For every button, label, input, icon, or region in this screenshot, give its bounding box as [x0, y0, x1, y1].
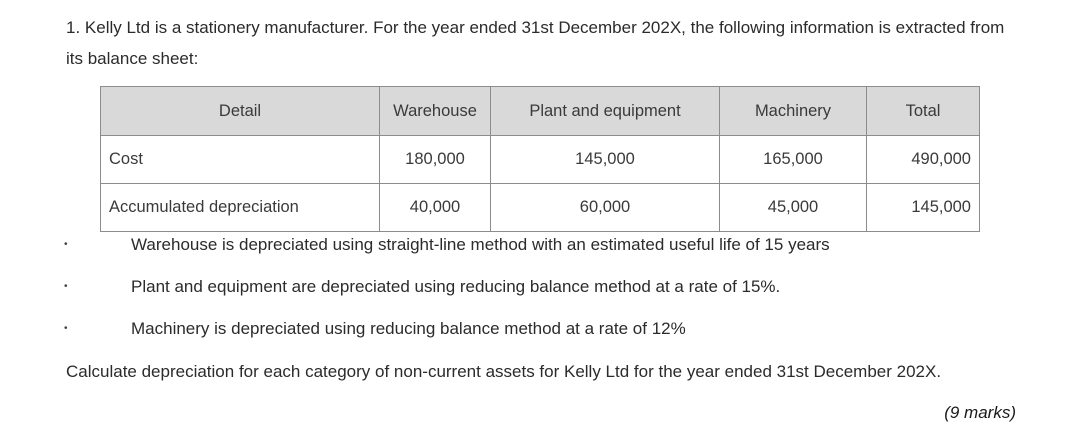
row-label: Accumulated depreciation — [100, 183, 380, 232]
cell-machinery: 165,000 — [719, 135, 867, 184]
marks-label: (9 marks) — [944, 403, 1016, 422]
policy-machinery: Machinery is depreciated using reducing … — [131, 319, 686, 338]
cell-total: 490,000 — [866, 135, 980, 184]
cell-plant: 60,000 — [490, 183, 720, 232]
list-item: • Plant and equipment are depreciated us… — [0, 272, 1080, 314]
bullet-icon: • — [64, 281, 68, 292]
cell-plant: 145,000 — [490, 135, 720, 184]
list-item: • Warehouse is depreciated using straigh… — [0, 230, 1080, 272]
cell-total: 145,000 — [866, 183, 980, 232]
row-label: Cost — [100, 135, 380, 184]
table-row-accumulated-depreciation: Accumulated depreciation 40,000 60,000 4… — [100, 183, 980, 232]
balance-sheet-table: Detail Warehouse Plant and equipment Mac… — [100, 86, 980, 232]
header-total: Total — [866, 86, 980, 136]
task-instruction: Calculate depreciation for each category… — [66, 362, 942, 381]
header-detail: Detail — [100, 86, 380, 136]
header-plant-equipment: Plant and equipment — [490, 86, 720, 136]
cell-warehouse: 180,000 — [379, 135, 491, 184]
policy-warehouse: Warehouse is depreciated using straight-… — [131, 235, 830, 254]
bullet-icon: • — [64, 239, 68, 250]
depreciation-policy-list: • Warehouse is depreciated using straigh… — [0, 230, 1080, 356]
header-warehouse: Warehouse — [379, 86, 491, 136]
bullet-icon: • — [64, 323, 68, 334]
table-row-cost: Cost 180,000 145,000 165,000 490,000 — [100, 135, 980, 184]
question-intro: 1. Kelly Ltd is a stationery manufacture… — [66, 18, 1005, 68]
header-machinery: Machinery — [719, 86, 867, 136]
cell-machinery: 45,000 — [719, 183, 867, 232]
cell-warehouse: 40,000 — [379, 183, 491, 232]
table-header-row: Detail Warehouse Plant and equipment Mac… — [100, 86, 980, 136]
list-item: • Machinery is depreciated using reducin… — [0, 314, 1080, 356]
policy-plant-equipment: Plant and equipment are depreciated usin… — [131, 277, 781, 296]
